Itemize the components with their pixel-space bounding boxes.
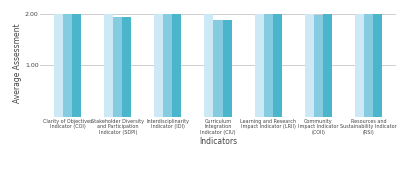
Bar bbox=[122, 17, 131, 117]
Bar bbox=[364, 14, 373, 117]
Bar bbox=[104, 14, 113, 117]
Bar bbox=[54, 14, 63, 117]
X-axis label: Indicators: Indicators bbox=[199, 137, 237, 146]
Bar bbox=[113, 17, 122, 117]
Bar bbox=[273, 14, 282, 117]
Bar bbox=[172, 14, 181, 117]
Bar bbox=[373, 14, 382, 117]
Bar bbox=[314, 15, 323, 117]
Bar bbox=[355, 14, 364, 117]
Bar bbox=[72, 14, 81, 117]
Bar bbox=[204, 14, 214, 117]
Bar bbox=[222, 20, 232, 117]
Bar bbox=[163, 14, 172, 117]
Bar bbox=[305, 14, 314, 117]
Bar bbox=[63, 14, 72, 117]
Bar bbox=[255, 14, 264, 117]
Bar bbox=[264, 14, 273, 117]
Y-axis label: Average Assessment: Average Assessment bbox=[13, 23, 22, 103]
Bar bbox=[154, 14, 163, 117]
Bar bbox=[214, 20, 222, 117]
Bar bbox=[323, 14, 332, 117]
